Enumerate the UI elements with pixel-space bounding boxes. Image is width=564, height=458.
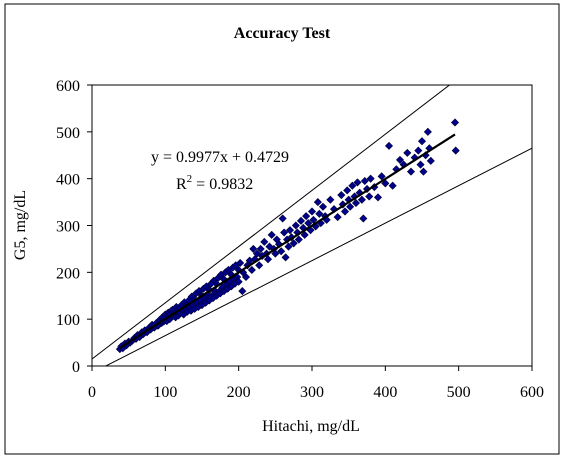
trendline-equation: y = 0.9977x + 0.4729	[151, 149, 289, 166]
data-point	[284, 242, 293, 251]
axes: 0 100 200 300 400 500 600 0 100 200 300 400 500 600	[56, 78, 544, 401]
data-point	[351, 198, 361, 208]
x-tick-label: 500	[447, 384, 471, 401]
y-tick-label: 400	[56, 172, 80, 189]
x-tick-label: 600	[520, 384, 544, 401]
data-point	[388, 181, 397, 190]
r-squared-label: R2 = 0.9832	[176, 173, 253, 193]
data-point	[289, 239, 298, 248]
data-point	[366, 174, 375, 183]
data-point	[238, 287, 247, 296]
data-point	[357, 195, 366, 204]
x-tick-label: 0	[88, 384, 96, 401]
data-point	[278, 214, 287, 223]
lower-guide-line	[104, 147, 532, 366]
trendline-group	[119, 133, 456, 349]
data-point	[318, 202, 328, 211]
data-point	[340, 207, 350, 216]
data-point	[346, 202, 355, 211]
y-tick-label: 300	[56, 219, 80, 236]
data-point	[256, 244, 265, 253]
data-point	[419, 167, 428, 176]
y-axis-label: G5, mg/dL	[12, 190, 29, 260]
data-point	[326, 195, 335, 204]
data-point	[426, 156, 435, 165]
data-points	[115, 118, 460, 354]
data-point	[234, 277, 243, 286]
data-point	[241, 272, 251, 282]
data-point	[255, 261, 264, 270]
data-point	[360, 176, 369, 186]
x-tick-label: 100	[153, 384, 177, 401]
data-point	[381, 179, 390, 188]
data-point	[285, 226, 295, 235]
data-point	[271, 249, 280, 258]
chart-frame	[4, 3, 560, 455]
data-point	[450, 118, 460, 127]
data-point	[291, 221, 300, 230]
data-point	[263, 255, 273, 264]
data-point	[353, 178, 362, 187]
data-point	[416, 160, 425, 169]
guide-lines	[92, 85, 532, 366]
x-tick-label: 200	[227, 384, 251, 401]
x-tick-label: 300	[300, 384, 324, 401]
r-squared-symbol: R	[176, 176, 187, 193]
data-point	[236, 258, 245, 267]
data-point	[300, 230, 309, 239]
trendline	[119, 133, 456, 349]
data-point	[406, 167, 416, 176]
data-point	[417, 137, 427, 146]
r-squared-value: = 0.9832	[192, 176, 253, 193]
data-point	[302, 212, 311, 221]
data-point	[365, 192, 374, 201]
r-squared-exponent: 2	[187, 173, 193, 185]
data-point	[280, 228, 289, 237]
data-point	[249, 244, 258, 253]
data-point	[451, 146, 460, 155]
x-axis-label: Hitachi, mg/dL	[262, 418, 360, 435]
data-point	[281, 253, 290, 262]
upper-guide-line	[92, 85, 451, 360]
x-tick-label: 400	[373, 384, 397, 401]
data-point	[414, 146, 423, 155]
data-point	[333, 213, 342, 222]
data-point	[267, 230, 276, 239]
y-tick-label: 500	[56, 125, 80, 142]
data-point	[296, 216, 306, 225]
data-point	[384, 141, 394, 150]
data-point	[343, 186, 352, 195]
data-point	[277, 247, 286, 256]
y-tick-label: 100	[56, 312, 80, 329]
data-point	[313, 198, 322, 207]
y-tick-label: 600	[56, 78, 80, 95]
data-point	[337, 191, 346, 200]
data-point	[373, 193, 383, 202]
data-point	[395, 155, 405, 164]
data-point	[260, 237, 269, 246]
data-point	[315, 209, 324, 218]
data-point	[294, 235, 303, 244]
data-point	[307, 207, 317, 216]
data-point	[359, 214, 368, 223]
data-point	[247, 265, 256, 275]
y-tick-label: 200	[56, 265, 80, 282]
data-point	[348, 181, 357, 190]
data-point	[403, 148, 412, 157]
data-point	[423, 127, 432, 136]
chart-title: Accuracy Test	[234, 25, 331, 42]
y-tick-label: 0	[72, 359, 80, 376]
